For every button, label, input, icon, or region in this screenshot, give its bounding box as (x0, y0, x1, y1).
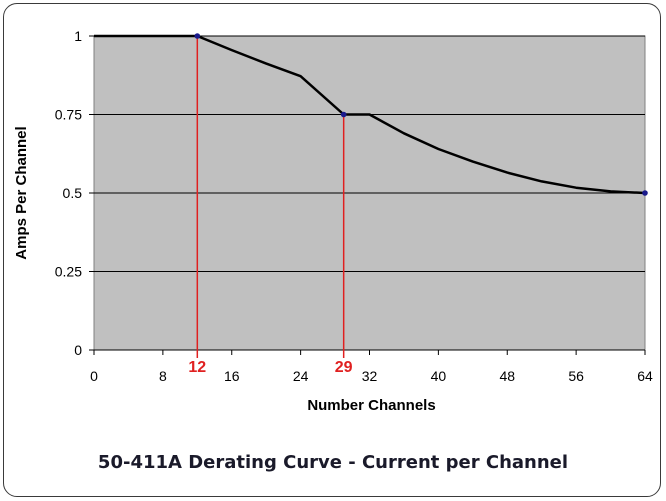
grid-lines (89, 35, 646, 355)
chart-title: 50-411A Derating Curve - Current per Cha… (97, 452, 569, 473)
x-tick-label: 24 (293, 368, 309, 384)
curve-line (94, 34, 646, 195)
data-point (642, 190, 648, 196)
marker-label: 29 (335, 359, 353, 376)
x-axis-title: Number Channels (307, 397, 435, 414)
y-tick-label: 0.25 (55, 264, 82, 280)
y-tick-label: 1 (74, 28, 82, 44)
x-tick-label: 32 (362, 368, 378, 384)
x-tick-label: 40 (431, 368, 447, 384)
x-tick-label: 48 (499, 368, 515, 384)
y-tick-label: 0 (74, 342, 82, 358)
data-points (194, 33, 648, 196)
marker-label: 12 (188, 359, 206, 376)
marker-lines: 12 29 (188, 36, 353, 376)
x-tick-label: 0 (90, 368, 98, 384)
curve-group (94, 34, 646, 195)
x-tick-label: 64 (637, 368, 653, 384)
y-tick-label: 0.5 (63, 185, 83, 201)
x-tick-labels: 0 8 16 24 32 40 48 56 64 (90, 368, 653, 384)
data-point (194, 33, 201, 39)
x-tick-label: 56 (568, 368, 584, 384)
y-tick-label: 0.75 (55, 107, 82, 123)
y-axis-title: Amps Per Channel (13, 126, 30, 259)
data-point (340, 111, 347, 118)
x-tick-label: 8 (159, 368, 167, 384)
x-tick-label: 16 (224, 368, 240, 384)
y-tick-labels: 0 0.25 0.5 0.75 1 (55, 28, 82, 358)
